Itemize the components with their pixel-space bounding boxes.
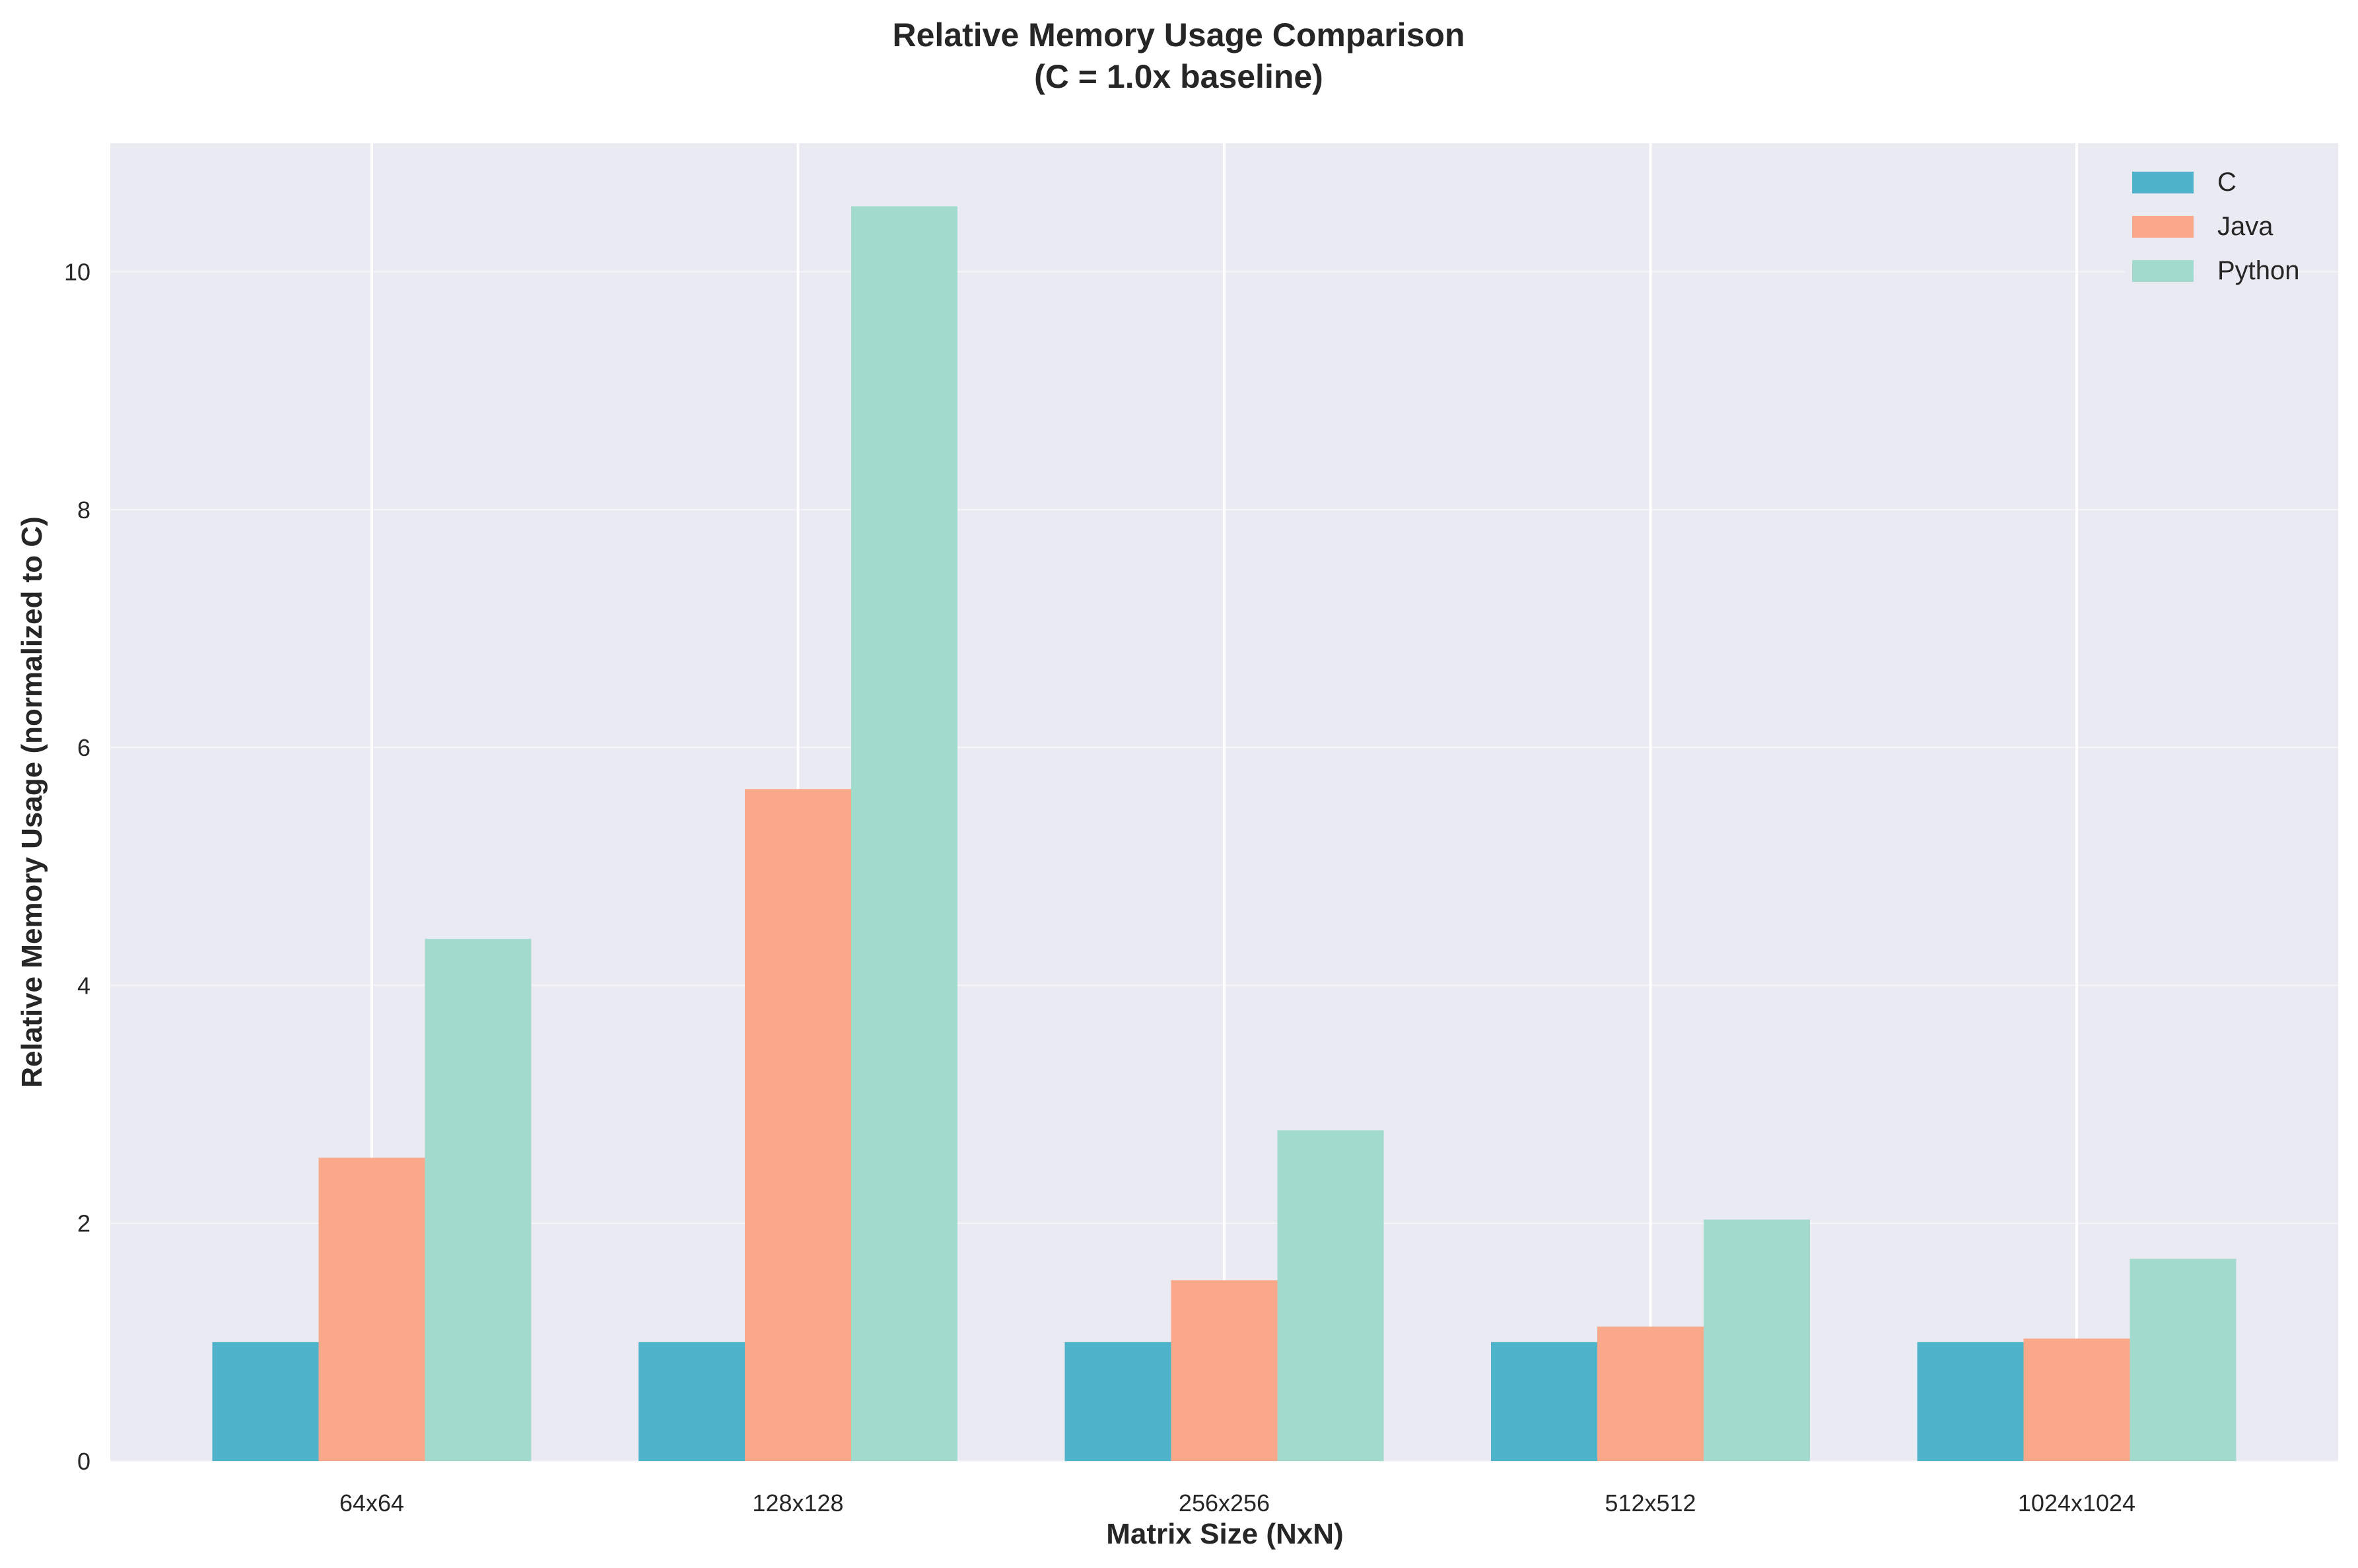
- y-axis-label: Relative Memory Usage (normalized to C): [16, 516, 48, 1088]
- bar-java-64x64: [318, 1157, 425, 1461]
- bar-python-256x256: [1277, 1130, 1384, 1461]
- bar-c-1024x1024: [1917, 1342, 2024, 1461]
- y-tick-label: 8: [77, 496, 90, 524]
- bar-java-1024x1024: [2023, 1338, 2130, 1461]
- legend-swatch-java: [2132, 216, 2194, 238]
- x-tick-label: 128x128: [752, 1489, 843, 1517]
- bar-c-128x128: [639, 1342, 745, 1461]
- bar-java-256x256: [1171, 1280, 1278, 1461]
- bar-c-64x64: [212, 1342, 319, 1461]
- x-tick-label: 64x64: [339, 1489, 404, 1517]
- y-tick-label: 4: [77, 972, 90, 999]
- x-tick-label: 256x256: [1179, 1489, 1270, 1517]
- bars: [212, 206, 2237, 1461]
- x-tick-label: 1024x1024: [2018, 1489, 2135, 1517]
- y-axis-ticks: 0 2 4 6 8 10: [64, 259, 90, 1475]
- bar-java-128x128: [745, 789, 851, 1461]
- legend-swatch-python: [2132, 260, 2194, 282]
- legend-label-python: Python: [2217, 256, 2300, 285]
- x-axis-label: Matrix Size (NxN): [1106, 1518, 1343, 1550]
- legend-swatch-c: [2132, 172, 2194, 193]
- x-axis-ticks: 64x64 128x128 256x256 512x512 1024x1024: [339, 1489, 2135, 1517]
- legend-label-c: C: [2217, 168, 2237, 197]
- bar-python-1024x1024: [2130, 1258, 2237, 1461]
- bar-c-256x256: [1064, 1342, 1171, 1461]
- legend: C Java Python: [2125, 155, 2300, 294]
- y-tick-label: 10: [64, 259, 90, 286]
- bar-java-512x512: [1597, 1326, 1704, 1461]
- legend-label-java: Java: [2217, 212, 2273, 241]
- bar-python-512x512: [1704, 1219, 1810, 1461]
- chart-subtitle: (C = 1.0x baseline): [1034, 58, 1323, 95]
- y-tick-label: 0: [77, 1448, 90, 1475]
- y-tick-label: 6: [77, 734, 90, 761]
- x-tick-label: 512x512: [1605, 1489, 1696, 1517]
- chart-title: Relative Memory Usage Comparison: [893, 17, 1465, 53]
- bar-python-64x64: [425, 939, 532, 1461]
- y-tick-label: 2: [77, 1210, 90, 1237]
- bar-python-128x128: [851, 206, 957, 1461]
- bar-c-512x512: [1491, 1342, 1597, 1461]
